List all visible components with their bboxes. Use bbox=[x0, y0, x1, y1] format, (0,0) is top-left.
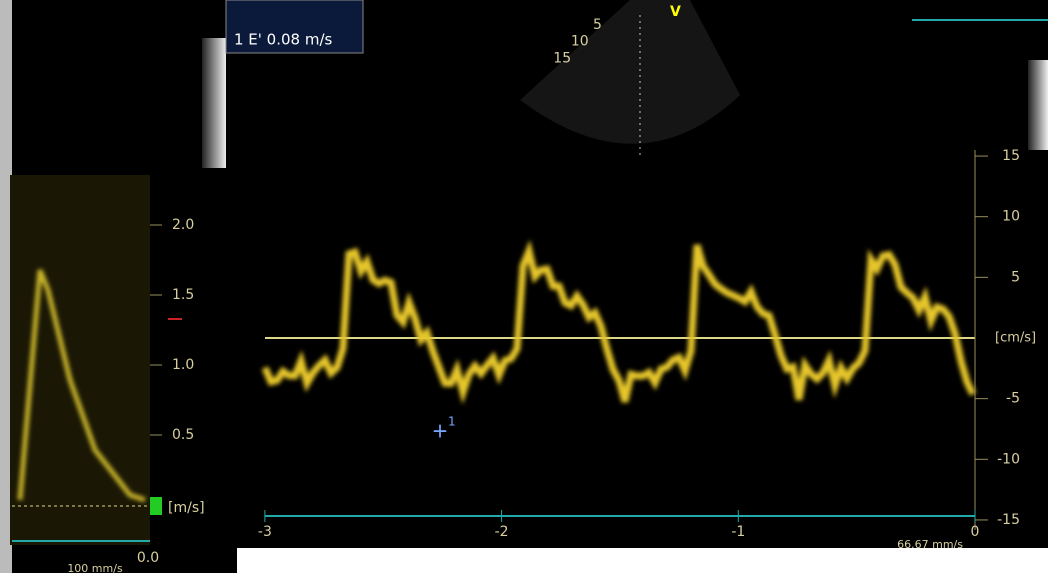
left-tick-label: 0.5 bbox=[172, 427, 194, 443]
left-tick-label: 2.0 bbox=[172, 217, 194, 233]
right-tick-label: 10 bbox=[1002, 209, 1020, 225]
left-zero: 0.0 bbox=[137, 550, 159, 566]
left-tick-label: 1.0 bbox=[172, 357, 194, 373]
left-tick-label: 1.5 bbox=[172, 287, 194, 303]
right-unit: [cm/s] bbox=[995, 331, 1036, 346]
page: 1 E' 0.08 m/s V [m/s] 0.0 100 mm/s [cm/s… bbox=[0, 0, 1048, 573]
ultrasound-screen: 1 E' 0.08 m/s V [m/s] 0.0 100 mm/s [cm/s… bbox=[0, 0, 1048, 573]
left-marker bbox=[150, 497, 162, 515]
right-tick-label: 5 bbox=[1011, 269, 1020, 285]
sector-image bbox=[520, 0, 740, 144]
left-unit: [m/s] bbox=[168, 500, 205, 516]
sector-marker: V bbox=[670, 4, 681, 20]
time-tick-label: -1 bbox=[731, 524, 745, 540]
time-tick-label: 0 bbox=[971, 524, 980, 540]
white-strip bbox=[237, 548, 1048, 573]
gray-bar bbox=[1028, 60, 1048, 150]
depth-label: 5 bbox=[593, 17, 602, 33]
right-tick-label: -15 bbox=[997, 512, 1020, 528]
header-label: 1 E' 0.08 m/s bbox=[234, 31, 333, 49]
depth-label: 10 bbox=[571, 34, 589, 50]
cursor-label: 1 bbox=[448, 415, 456, 429]
tissue-doppler-waveform bbox=[265, 245, 973, 402]
time-tick-label: -3 bbox=[258, 524, 272, 540]
right-tick-label: -5 bbox=[1006, 391, 1020, 407]
left-sweep: 100 mm/s bbox=[67, 562, 123, 573]
right-tick-label: 15 bbox=[1002, 148, 1020, 164]
depth-label: 15 bbox=[553, 50, 571, 66]
time-tick-label: -2 bbox=[495, 524, 509, 540]
gray-bar bbox=[202, 38, 226, 168]
cursor-cross: + bbox=[432, 419, 449, 443]
right-tick-label: -10 bbox=[997, 451, 1020, 467]
